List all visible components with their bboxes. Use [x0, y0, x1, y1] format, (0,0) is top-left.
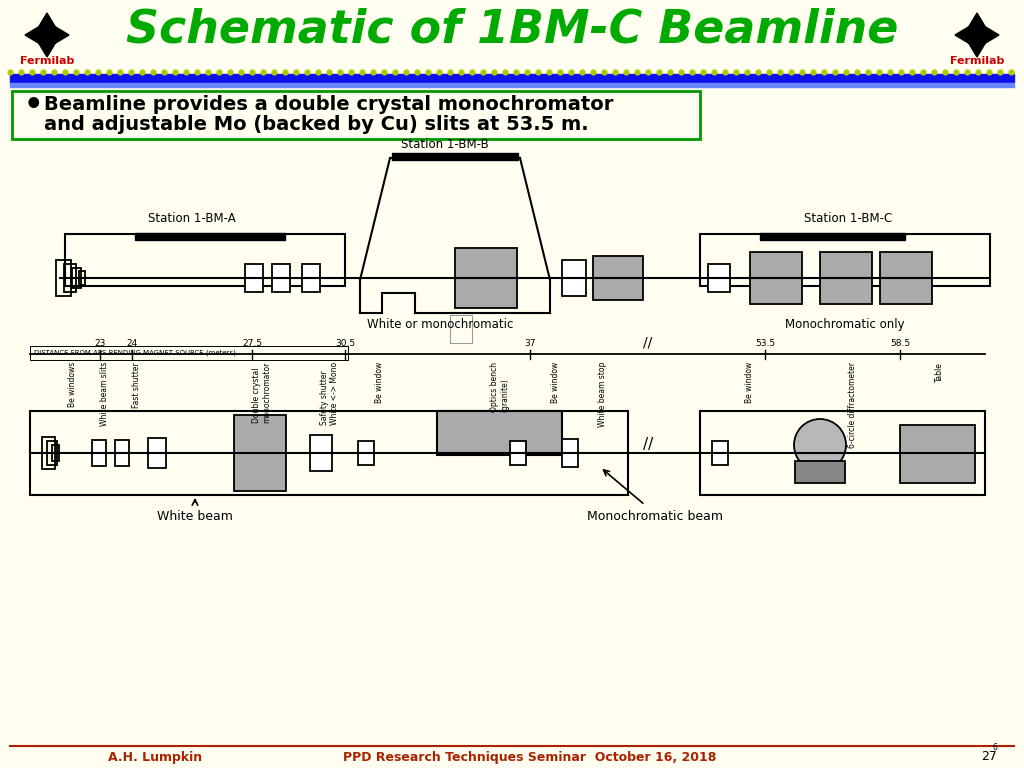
- Text: Be window: Be window: [551, 362, 560, 403]
- Bar: [750, 252, 802, 304]
- Text: Station 1-BM-C: Station 1-BM-C: [804, 212, 892, 225]
- Text: 24: 24: [126, 339, 137, 348]
- Text: Fast shutter: Fast shutter: [132, 362, 141, 408]
- Text: A.H. Lumpkin: A.H. Lumpkin: [108, 750, 202, 763]
- Polygon shape: [25, 25, 42, 45]
- Text: 27.5: 27.5: [242, 339, 262, 348]
- Text: Station 1-BM-B: Station 1-BM-B: [401, 138, 488, 151]
- Text: Be window: Be window: [745, 362, 754, 403]
- Bar: [820, 252, 872, 304]
- Polygon shape: [982, 25, 999, 45]
- Text: 23: 23: [94, 339, 105, 348]
- Text: White or monochromatic: White or monochromatic: [367, 318, 513, 331]
- Circle shape: [794, 419, 846, 471]
- Text: •: •: [24, 91, 43, 120]
- Polygon shape: [955, 25, 972, 45]
- Text: Schematic of 1BM-C Beamline: Schematic of 1BM-C Beamline: [126, 8, 898, 52]
- Bar: [708, 264, 730, 292]
- Text: PPD Research Techniques Seminar  October 16, 2018: PPD Research Techniques Seminar October …: [343, 750, 717, 763]
- Bar: [358, 441, 374, 465]
- Text: Optics bench
(granite): Optics bench (granite): [490, 362, 509, 412]
- Bar: [72, 268, 81, 288]
- Bar: [135, 233, 285, 240]
- Text: Monochromatic only: Monochromatic only: [785, 318, 905, 331]
- Text: Double crystal
monochromator: Double crystal monochromator: [252, 362, 271, 423]
- Polygon shape: [967, 13, 987, 29]
- Text: Beamline provides a double crystal monochromator: Beamline provides a double crystal monoc…: [44, 95, 613, 114]
- Bar: [245, 264, 263, 292]
- Text: Station 1-BM-A: Station 1-BM-A: [148, 212, 236, 225]
- Bar: [510, 441, 526, 465]
- Bar: [148, 438, 166, 468]
- Bar: [880, 252, 932, 304]
- Text: Be windows: Be windows: [68, 362, 77, 407]
- Bar: [10, 83, 1014, 87]
- Text: Monochromatic beam: Monochromatic beam: [587, 510, 723, 523]
- Text: DISTANCE FROM APS BENDING MAGNET SOURCE (meters): DISTANCE FROM APS BENDING MAGNET SOURCE …: [34, 349, 236, 356]
- Text: Fermilab: Fermilab: [19, 56, 74, 66]
- Bar: [562, 260, 586, 296]
- Text: 53.5: 53.5: [755, 339, 775, 348]
- Text: 27: 27: [981, 750, 997, 763]
- Bar: [455, 248, 517, 308]
- Text: Fermilab: Fermilab: [950, 56, 1005, 66]
- Polygon shape: [42, 29, 52, 41]
- Text: White beam: White beam: [157, 510, 232, 523]
- Bar: [92, 440, 106, 466]
- Bar: [562, 439, 578, 467]
- Polygon shape: [37, 41, 57, 57]
- Bar: [302, 264, 319, 292]
- Bar: [56, 260, 71, 296]
- Text: //: //: [643, 438, 653, 452]
- Bar: [700, 234, 990, 286]
- Bar: [52, 445, 59, 461]
- Bar: [310, 435, 332, 471]
- Bar: [234, 415, 286, 491]
- Bar: [437, 411, 562, 455]
- Bar: [30, 411, 628, 495]
- Text: White beam stop: White beam stop: [598, 362, 607, 427]
- Text: 58.5: 58.5: [890, 339, 910, 348]
- Bar: [30, 346, 348, 360]
- Bar: [272, 264, 290, 292]
- Text: //: //: [643, 336, 652, 350]
- Text: and adjustable Mo (backed by Cu) slits at 53.5 m.: and adjustable Mo (backed by Cu) slits a…: [44, 114, 589, 134]
- Polygon shape: [967, 41, 987, 57]
- Bar: [80, 271, 85, 285]
- Text: 37: 37: [524, 339, 536, 348]
- Text: 30.5: 30.5: [335, 339, 355, 348]
- Bar: [10, 74, 1014, 82]
- Polygon shape: [52, 25, 69, 45]
- Bar: [700, 411, 985, 495]
- Polygon shape: [972, 29, 982, 41]
- Text: 6-circle diffractometer: 6-circle diffractometer: [848, 362, 857, 448]
- Text: Safety shutter
White <-> Mono: Safety shutter White <-> Mono: [319, 362, 339, 425]
- Text: Table: Table: [935, 362, 944, 382]
- Bar: [12, 91, 700, 139]
- Bar: [65, 234, 345, 286]
- Bar: [63, 264, 76, 292]
- Bar: [47, 441, 57, 465]
- Bar: [795, 461, 845, 483]
- Bar: [900, 425, 975, 483]
- Bar: [593, 256, 643, 300]
- Polygon shape: [37, 13, 57, 29]
- Bar: [392, 153, 518, 160]
- Text: White beam slits: White beam slits: [100, 362, 109, 426]
- Bar: [450, 315, 472, 343]
- Bar: [760, 233, 905, 240]
- Text: Be window: Be window: [375, 362, 384, 403]
- Bar: [115, 440, 129, 466]
- Text: 6: 6: [992, 743, 997, 753]
- Bar: [42, 437, 54, 469]
- Bar: [712, 441, 728, 465]
